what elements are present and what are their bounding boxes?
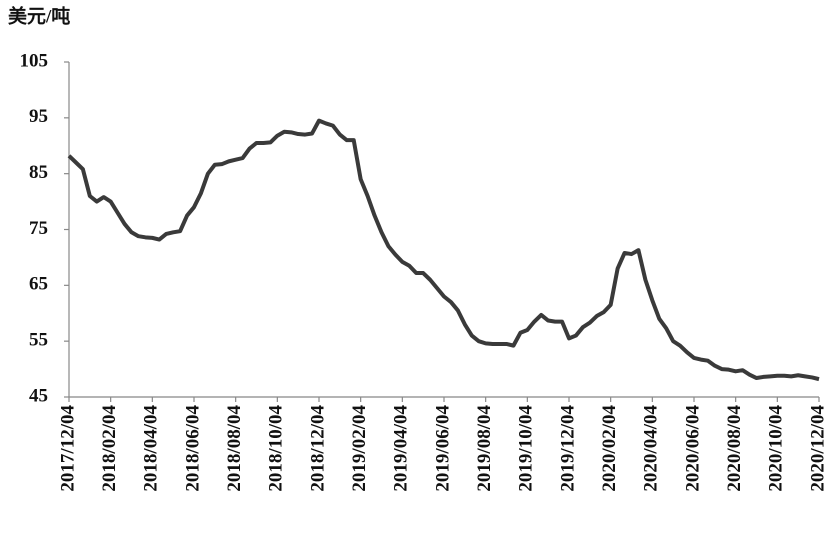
x-tick-label: 2020/08/04 — [724, 405, 745, 492]
x-tick-label: 2020/04/04 — [641, 405, 662, 492]
x-tick-label: 2017/12/04 — [57, 405, 78, 492]
y-tick-label: 45 — [29, 385, 48, 406]
x-tick-label: 2018/12/04 — [307, 405, 328, 492]
x-tick-label: 2019/04/04 — [391, 405, 412, 492]
x-tick-label: 2019/06/04 — [432, 405, 453, 492]
x-tick-label: 2019/12/04 — [557, 405, 578, 492]
x-tick-label: 2020/12/04 — [807, 405, 828, 492]
y-tick-label: 85 — [29, 162, 48, 183]
x-tick-label: 2018/02/04 — [99, 405, 120, 492]
y-tick-label: 95 — [29, 106, 48, 127]
y-tick-label: 105 — [20, 50, 49, 71]
x-tick-label: 2020/10/04 — [766, 405, 787, 492]
x-tick-label: 2018/10/04 — [266, 405, 287, 492]
x-tick-label: 2018/08/04 — [224, 405, 245, 492]
x-tick-label: 2019/10/04 — [516, 405, 537, 492]
x-tick-label: 2020/06/04 — [682, 405, 703, 492]
y-tick-label: 55 — [29, 330, 48, 351]
x-tick-label: 2018/06/04 — [182, 405, 203, 492]
x-tick-label: 2018/04/04 — [141, 405, 162, 492]
y-tick-label: 65 — [29, 274, 48, 295]
line — [67, 118, 820, 382]
x-tick-label: 2020/02/04 — [599, 405, 620, 492]
y-axis-unit: 美元/吨 — [8, 4, 70, 27]
x-tick-label: 2019/08/04 — [474, 405, 495, 492]
y-tick-label: 75 — [29, 218, 48, 239]
x-tick-label: 2019/02/04 — [349, 405, 370, 492]
